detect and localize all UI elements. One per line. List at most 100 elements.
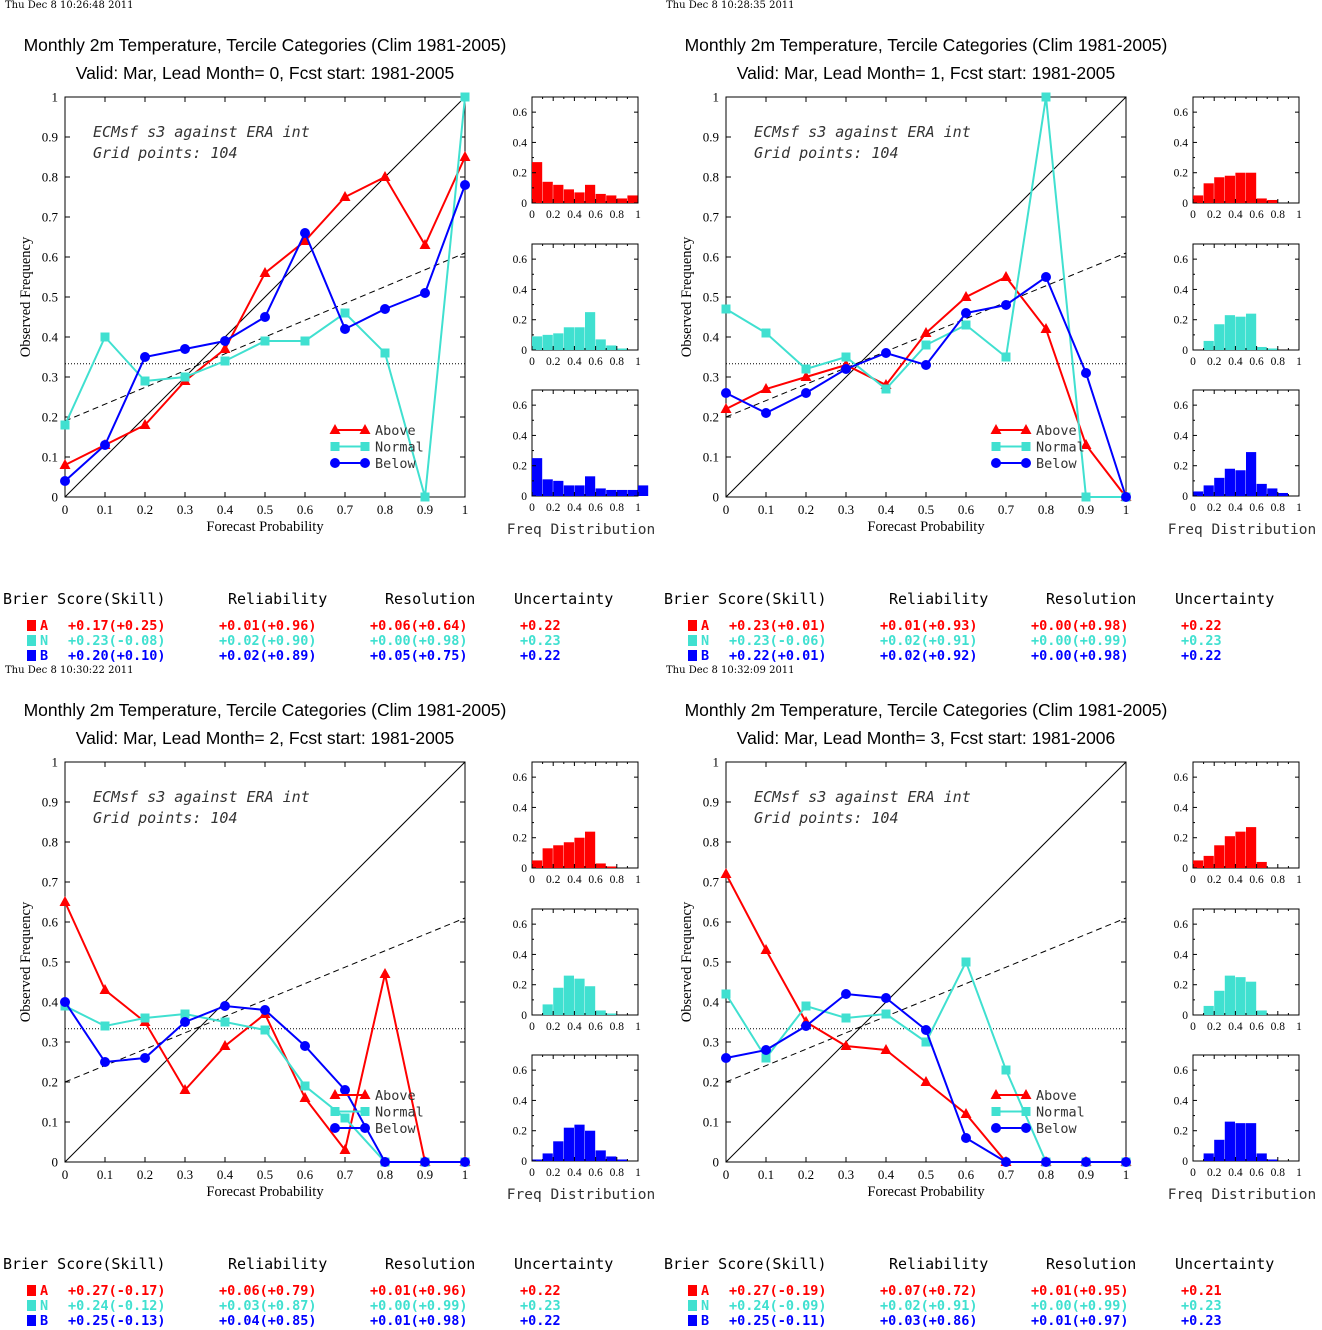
x-tick-label: 0.3 xyxy=(177,1167,193,1182)
histogram-bar-normal xyxy=(532,336,543,350)
data-point-normal xyxy=(220,1017,230,1027)
score-header: Reliability xyxy=(889,1255,989,1273)
chart-subtitle: Valid: Mar, Lead Month= 3, Fcst start: 1… xyxy=(736,728,1116,748)
hist-y-tick-label: 0.6 xyxy=(513,772,528,784)
score-brier: +0.24(-0.09) xyxy=(729,1298,827,1314)
score-resolution: +0.05(+0.75) xyxy=(370,648,468,664)
hist-x-tick-label: 0.8 xyxy=(610,874,625,886)
data-point-below xyxy=(761,1045,771,1055)
hist-x-tick-label: 0.4 xyxy=(567,874,582,886)
hist-x-tick-label: 0.4 xyxy=(567,1021,582,1033)
x-tick-label: 0.1 xyxy=(97,502,113,517)
legend-marker xyxy=(359,1089,371,1099)
annotation-gridpoints: Grid points: 104 xyxy=(93,809,238,827)
data-point-normal xyxy=(100,1021,110,1031)
x-tick-label: 0.9 xyxy=(417,502,433,517)
data-point-normal xyxy=(140,376,150,386)
annotation-model: ECMsf s3 against ERA int xyxy=(754,123,971,141)
score-row-marker xyxy=(688,650,697,661)
legend-marker xyxy=(360,442,370,451)
hist-y-tick-label: 0.2 xyxy=(1174,461,1189,473)
data-point-below xyxy=(460,180,470,190)
chart-panel-lead0: Thu Dec 8 10:26:48 2011 Monthly 2m Tempe… xyxy=(0,0,661,665)
histogram-axis-label: Freq Distribution xyxy=(1168,1187,1316,1203)
chart-panel-lead3: Thu Dec 8 10:32:09 2011 Monthly 2m Tempe… xyxy=(661,665,1322,1330)
histogram-bar-below xyxy=(606,1156,617,1161)
y-tick-label: 0.5 xyxy=(42,955,58,970)
histogram-bar-below xyxy=(638,485,649,496)
histogram-bar-normal xyxy=(1203,340,1214,350)
histogram-bar-below xyxy=(532,458,543,496)
data-point-above xyxy=(379,171,391,181)
histogram-bar-normal xyxy=(1235,316,1246,350)
hist-x-tick-label: 0 xyxy=(529,209,535,221)
x-tick-label: 0.8 xyxy=(377,502,393,517)
series-line-above xyxy=(64,156,466,466)
hist-x-tick-label: 1 xyxy=(635,209,641,221)
legend-marker xyxy=(360,1107,370,1116)
data-point-below xyxy=(761,408,771,418)
hist-x-tick-label: 0.2 xyxy=(1207,874,1222,886)
hist-x-tick-label: 0.4 xyxy=(1228,356,1243,368)
score-brier: +0.20(+0.10) xyxy=(68,648,166,664)
legend-marker xyxy=(1021,442,1031,451)
legend-label-normal: Normal xyxy=(375,440,424,456)
score-label: B xyxy=(40,1313,49,1329)
hist-x-tick-label: 1 xyxy=(1296,1021,1302,1033)
score-resolution: +0.00(+0.98) xyxy=(1031,648,1129,664)
histogram-bar-normal xyxy=(595,339,606,350)
score-reliability: +0.02(+0.91) xyxy=(880,1298,978,1314)
score-label: B xyxy=(40,648,49,664)
score-label: N xyxy=(40,633,49,649)
score-brier: +0.24(-0.12) xyxy=(68,1298,166,1314)
data-point-below xyxy=(60,476,70,486)
hist-x-tick-label: 0.8 xyxy=(1271,1167,1286,1179)
data-point-below xyxy=(801,1021,811,1031)
timestamp: Thu Dec 8 10:26:48 2011 xyxy=(5,0,134,11)
hist-x-tick-label: 1 xyxy=(635,1167,641,1179)
y-tick-label: 1 xyxy=(52,90,59,105)
data-point-normal xyxy=(721,989,731,999)
data-point-normal xyxy=(921,340,931,350)
score-uncertainty: +0.23 xyxy=(1181,1313,1222,1329)
x-tick-label: 0.5 xyxy=(257,1167,273,1182)
histogram-bar-above xyxy=(606,866,617,868)
legend-label-above: Above xyxy=(375,423,416,439)
hist-x-tick-label: 0 xyxy=(529,874,535,886)
score-label: A xyxy=(701,618,710,634)
x-tick-label: 0.6 xyxy=(958,502,975,517)
data-point-below xyxy=(841,364,851,374)
score-header: Brier Score(Skill) xyxy=(664,1255,827,1273)
hist-y-tick-label: 0.6 xyxy=(1174,919,1189,931)
score-resolution: +0.00(+0.98) xyxy=(370,633,468,649)
histogram-bar-below xyxy=(1267,1159,1278,1161)
x-tick-label: 0.1 xyxy=(758,1167,774,1182)
hist-x-tick-label: 1 xyxy=(1296,874,1302,886)
y-tick-label: 0.1 xyxy=(42,1115,58,1130)
data-point-normal xyxy=(380,348,390,358)
score-row-marker xyxy=(27,620,36,631)
hist-y-tick-label: 0.2 xyxy=(1174,1126,1189,1138)
histogram-bar-below xyxy=(563,1127,574,1161)
data-point-above xyxy=(960,291,972,301)
data-point-above xyxy=(1040,323,1052,333)
x-tick-label: 0.3 xyxy=(838,1167,854,1182)
y-tick-label: 0.2 xyxy=(42,410,58,425)
score-label: A xyxy=(701,1283,710,1299)
hist-y-tick-label: 0 xyxy=(521,198,527,210)
data-point-above xyxy=(1000,271,1012,281)
legend-marker xyxy=(360,458,370,468)
hist-x-tick-label: 1 xyxy=(1296,502,1302,514)
histogram-bar-normal xyxy=(1224,975,1235,1015)
histogram-bar-below xyxy=(606,489,617,496)
data-point-above xyxy=(720,403,732,413)
score-row-marker xyxy=(688,1300,697,1311)
hist-y-tick-label: 0.4 xyxy=(513,137,528,149)
score-brier: +0.25(-0.13) xyxy=(68,1313,166,1329)
hist-x-tick-label: 0.2 xyxy=(546,209,561,221)
hist-x-tick-label: 0.2 xyxy=(546,356,561,368)
data-point-normal xyxy=(260,1025,270,1035)
x-tick-label: 0.9 xyxy=(1078,1167,1094,1182)
data-point-below xyxy=(140,352,150,362)
score-reliability: +0.07(+0.72) xyxy=(880,1283,978,1299)
